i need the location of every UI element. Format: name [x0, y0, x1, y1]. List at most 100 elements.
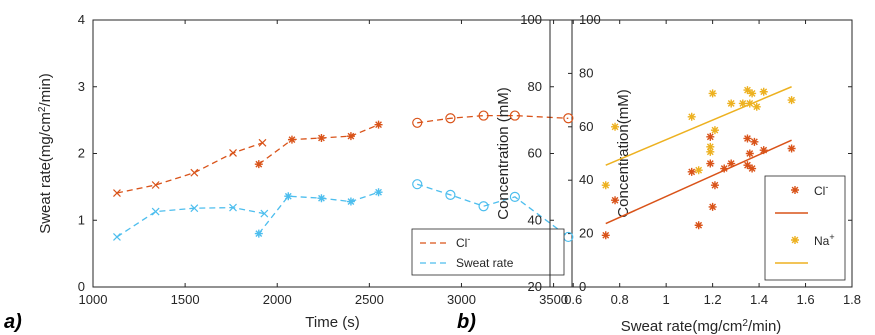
- panel-b-x-tick-label: 0.6: [564, 292, 582, 307]
- panel-b-sodium-point: [748, 89, 757, 98]
- panel-a-y-left-tick-label: 4: [78, 12, 85, 27]
- panel-a-sweat-rate-point: [412, 179, 423, 190]
- panel-b-sodium-point: [752, 102, 761, 111]
- panel-a-legend-box: [411, 228, 565, 276]
- panel-a-y-right-tick-label: 20: [579, 226, 593, 241]
- panel-a-chloride-point: [254, 160, 263, 169]
- panel-b-chloride-point: [787, 144, 796, 153]
- panel-a-sweat-rate-point: [254, 229, 263, 238]
- panel-a-chloride-point: [190, 168, 199, 177]
- panel-a-sweat-rate-point: [317, 194, 326, 203]
- panel-b-chloride-point: [694, 221, 703, 230]
- panel-a-y-right-tick-label: 40: [579, 172, 593, 187]
- panel-b-chloride-point: [720, 164, 729, 173]
- panel-b-y-tick-label: 20: [528, 279, 542, 294]
- panel-b-legend-box: [764, 175, 846, 281]
- panel-b-chloride-point: [750, 137, 759, 146]
- panel-b-x-tick-label: 1: [663, 292, 670, 307]
- panel-b-chloride-point: [687, 167, 696, 176]
- panel-a-x-axis-label: Time (s): [305, 314, 359, 331]
- panel-a-sweat-rate-point: [260, 209, 269, 218]
- panel-a-y-left-tick-label: 0: [78, 279, 85, 294]
- panel-a-x-tick-label: 2500: [355, 292, 384, 307]
- panel-a-sweat-rate-point: [284, 192, 293, 201]
- panel-b-chloride-fit-line: [605, 139, 792, 225]
- panel-a-x-tick-label: 3500: [539, 292, 568, 307]
- panel-a-y-right-tick-label: 60: [579, 119, 593, 134]
- panel-b-sodium-point: [706, 147, 715, 156]
- panel-a-sweat-rate-point: [346, 197, 355, 206]
- panel-b-sodium-point: [759, 87, 768, 96]
- panel-a-chloride-point: [229, 149, 237, 157]
- panel-a-y-right-tick-label: 80: [579, 65, 593, 80]
- panel-b-chloride-point: [706, 159, 715, 168]
- panel-b-chloride-point: [601, 231, 610, 240]
- panel-b-x-tick-label: 1.4: [750, 292, 768, 307]
- panel-a-chloride-point: [113, 189, 121, 197]
- panel-a-chloride-line-segment: [417, 114, 569, 124]
- panel-b-x-tick-label: 1.8: [843, 292, 861, 307]
- panel-b-x-tick-label: 0.8: [611, 292, 629, 307]
- panel-b-x-tick-label: 1.6: [796, 292, 814, 307]
- panel-b-x-axis-label: Sweat rate(mg/cm2/min): [621, 318, 782, 335]
- panel-a-sweat-rate-point: [113, 233, 121, 241]
- panel-b-y-tick-label: 60: [528, 146, 542, 161]
- panel-b-y-tick-label: 40: [528, 212, 542, 227]
- panel-a-x-tick-label: 1500: [171, 292, 200, 307]
- panel-a-chloride-line-segment: [116, 142, 263, 194]
- panel-a-sweat-rate-line-segment: [417, 183, 569, 238]
- panel-a-label: a): [4, 311, 22, 333]
- panel-b-chloride-point: [708, 202, 717, 211]
- panel-b-legend-label-sodium: Na+: [814, 232, 835, 248]
- panel-b-chloride-point: [745, 149, 754, 158]
- panel-a-chloride-point: [509, 110, 520, 121]
- panel-a-chloride-point: [151, 181, 160, 189]
- panel-b-chloride-point: [611, 196, 620, 205]
- panel-b-sodium-point: [687, 112, 696, 121]
- panel-a-chloride-point: [445, 113, 456, 124]
- panel-b-sodium-point: [738, 99, 747, 108]
- panel-b-sodium-point: [694, 166, 703, 175]
- panel-b-sodium-point: [611, 122, 620, 131]
- panel-a-x-tick-label: 1000: [79, 292, 108, 307]
- panel-a-sweat-rate-point: [190, 204, 199, 213]
- panel-b-scatter-chart: 0.6 0.8 1 1.2 1.4 1.6 1.8 20 40 60 80 100 Sweat rate…: [457, 12, 861, 335]
- panel-b-chloride-point: [727, 159, 736, 168]
- panel-b-legend: Cl- Na+: [764, 175, 846, 281]
- panel-a-chloride-point: [563, 113, 574, 124]
- panel-b-x-tick-label: 1.2: [704, 292, 722, 307]
- panel-a-legend: Cl- Sweat rate: [411, 228, 565, 276]
- panel-a-legend-label-sweat-rate: Sweat rate: [456, 256, 514, 270]
- panel-a-y-left-axis-label: Sweat rate(mg/cm2/min): [37, 73, 55, 234]
- panel-b-chloride-point: [710, 181, 719, 190]
- panel-b-sodium-point: [743, 86, 752, 95]
- panel-a-sweat-rate-point: [509, 191, 520, 202]
- panel-a-sweat-rate-line-segment: [116, 206, 265, 238]
- panel-a-sweat-rate-point: [445, 189, 456, 200]
- panel-a-chloride-point: [258, 138, 267, 147]
- panel-b-sodium-point: [601, 181, 610, 190]
- panel-b-legend-marker-chloride: [791, 186, 799, 194]
- panel-b-sodium-point: [787, 96, 796, 105]
- panel-a-x-tick-label: 3000: [447, 292, 476, 307]
- panel-b-chloride-point: [759, 146, 768, 155]
- panel-a-chloride-point: [412, 117, 423, 128]
- panel-b-sodium-point: [745, 99, 754, 108]
- panel-a-y-left-tick-label: 1: [78, 212, 85, 227]
- panel-b-legend-marker-sodium: [791, 236, 799, 244]
- panel-b-sodium-point: [727, 99, 736, 108]
- panel-b-sodium-fit-line: [605, 86, 792, 166]
- panel-a-chloride-point: [478, 110, 489, 121]
- panel-b-sodium-point: [706, 142, 715, 151]
- panel-a-legend-label-chloride: Cl-: [456, 234, 470, 250]
- panel-b-sodium-point: [708, 89, 717, 98]
- panel-b-y-tick-label: 80: [528, 79, 542, 94]
- panel-a-x-tick-label: 2000: [263, 292, 292, 307]
- panel-b-label: b): [457, 311, 476, 333]
- panel-a-y-right-axis-label: Concentration(mM): [615, 89, 632, 217]
- panel-a-y-left-tick-label: 2: [78, 146, 85, 161]
- panel-b-chloride-point: [743, 134, 752, 143]
- panel-a-chloride-point: [287, 135, 296, 144]
- panel-a-sweat-rate-point: [478, 201, 489, 212]
